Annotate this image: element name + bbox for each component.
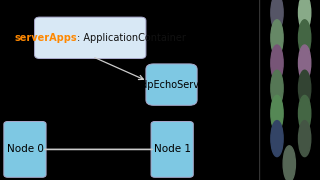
Circle shape (299, 70, 311, 106)
Text: serverApps: serverApps (14, 33, 77, 43)
Circle shape (271, 45, 283, 81)
Circle shape (271, 70, 283, 106)
FancyBboxPatch shape (151, 122, 193, 177)
Circle shape (299, 45, 311, 81)
FancyBboxPatch shape (4, 122, 46, 177)
Circle shape (271, 95, 283, 131)
Circle shape (283, 146, 295, 180)
Circle shape (271, 0, 283, 31)
FancyBboxPatch shape (146, 64, 197, 105)
Circle shape (271, 121, 283, 157)
Text: Node 0: Node 0 (6, 144, 44, 154)
Circle shape (271, 20, 283, 56)
Text: UdpEchoServer: UdpEchoServer (134, 80, 209, 90)
Text: Node 1: Node 1 (154, 144, 191, 154)
Circle shape (299, 20, 311, 56)
Circle shape (299, 95, 311, 131)
Text: : ApplicationContainer: : ApplicationContainer (77, 33, 186, 43)
Circle shape (299, 0, 311, 31)
Circle shape (299, 121, 311, 157)
FancyBboxPatch shape (35, 17, 146, 58)
